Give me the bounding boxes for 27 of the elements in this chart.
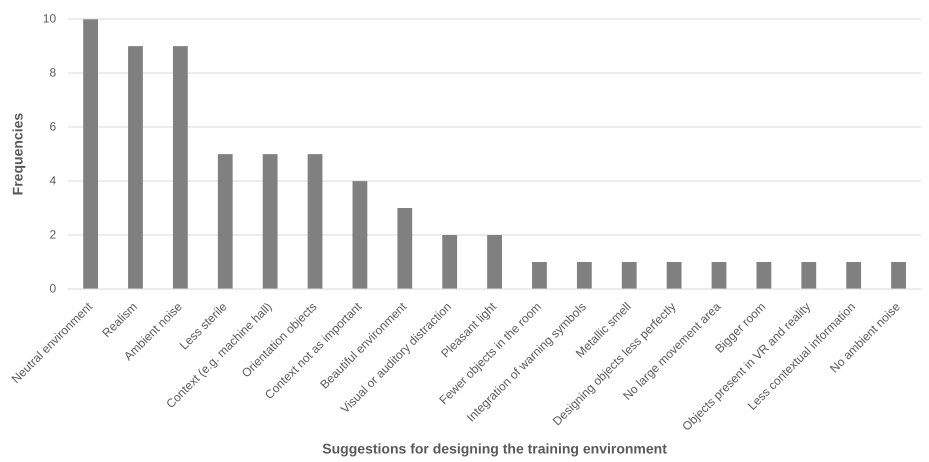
- bar: [712, 262, 726, 288]
- bar: [308, 154, 322, 288]
- bar: [622, 262, 637, 288]
- bar: [83, 19, 98, 288]
- bar: [172, 46, 188, 288]
- x-axis-title: Suggestions for designing the training environment: [322, 440, 668, 456]
- bar: [352, 181, 368, 288]
- bar: [397, 208, 412, 288]
- y-tick-label: 0: [49, 281, 56, 296]
- bar: [666, 262, 682, 288]
- y-axis-title: Frequencies: [9, 112, 26, 196]
- bar: [846, 262, 862, 288]
- bar: [218, 154, 233, 288]
- bar: [532, 262, 547, 288]
- y-tick-label: 10: [42, 12, 56, 26]
- y-tick-label: 4: [49, 173, 56, 188]
- y-tick-label: 2: [49, 227, 56, 242]
- bar: [262, 154, 278, 288]
- bar: [442, 235, 458, 288]
- bar: [801, 262, 816, 288]
- bar: [891, 262, 906, 288]
- bar: [756, 262, 772, 288]
- bar: [487, 235, 502, 288]
- bar: [576, 262, 592, 288]
- bar: [128, 46, 143, 288]
- y-tick-label: 6: [49, 119, 56, 134]
- y-tick-label: 8: [49, 65, 56, 80]
